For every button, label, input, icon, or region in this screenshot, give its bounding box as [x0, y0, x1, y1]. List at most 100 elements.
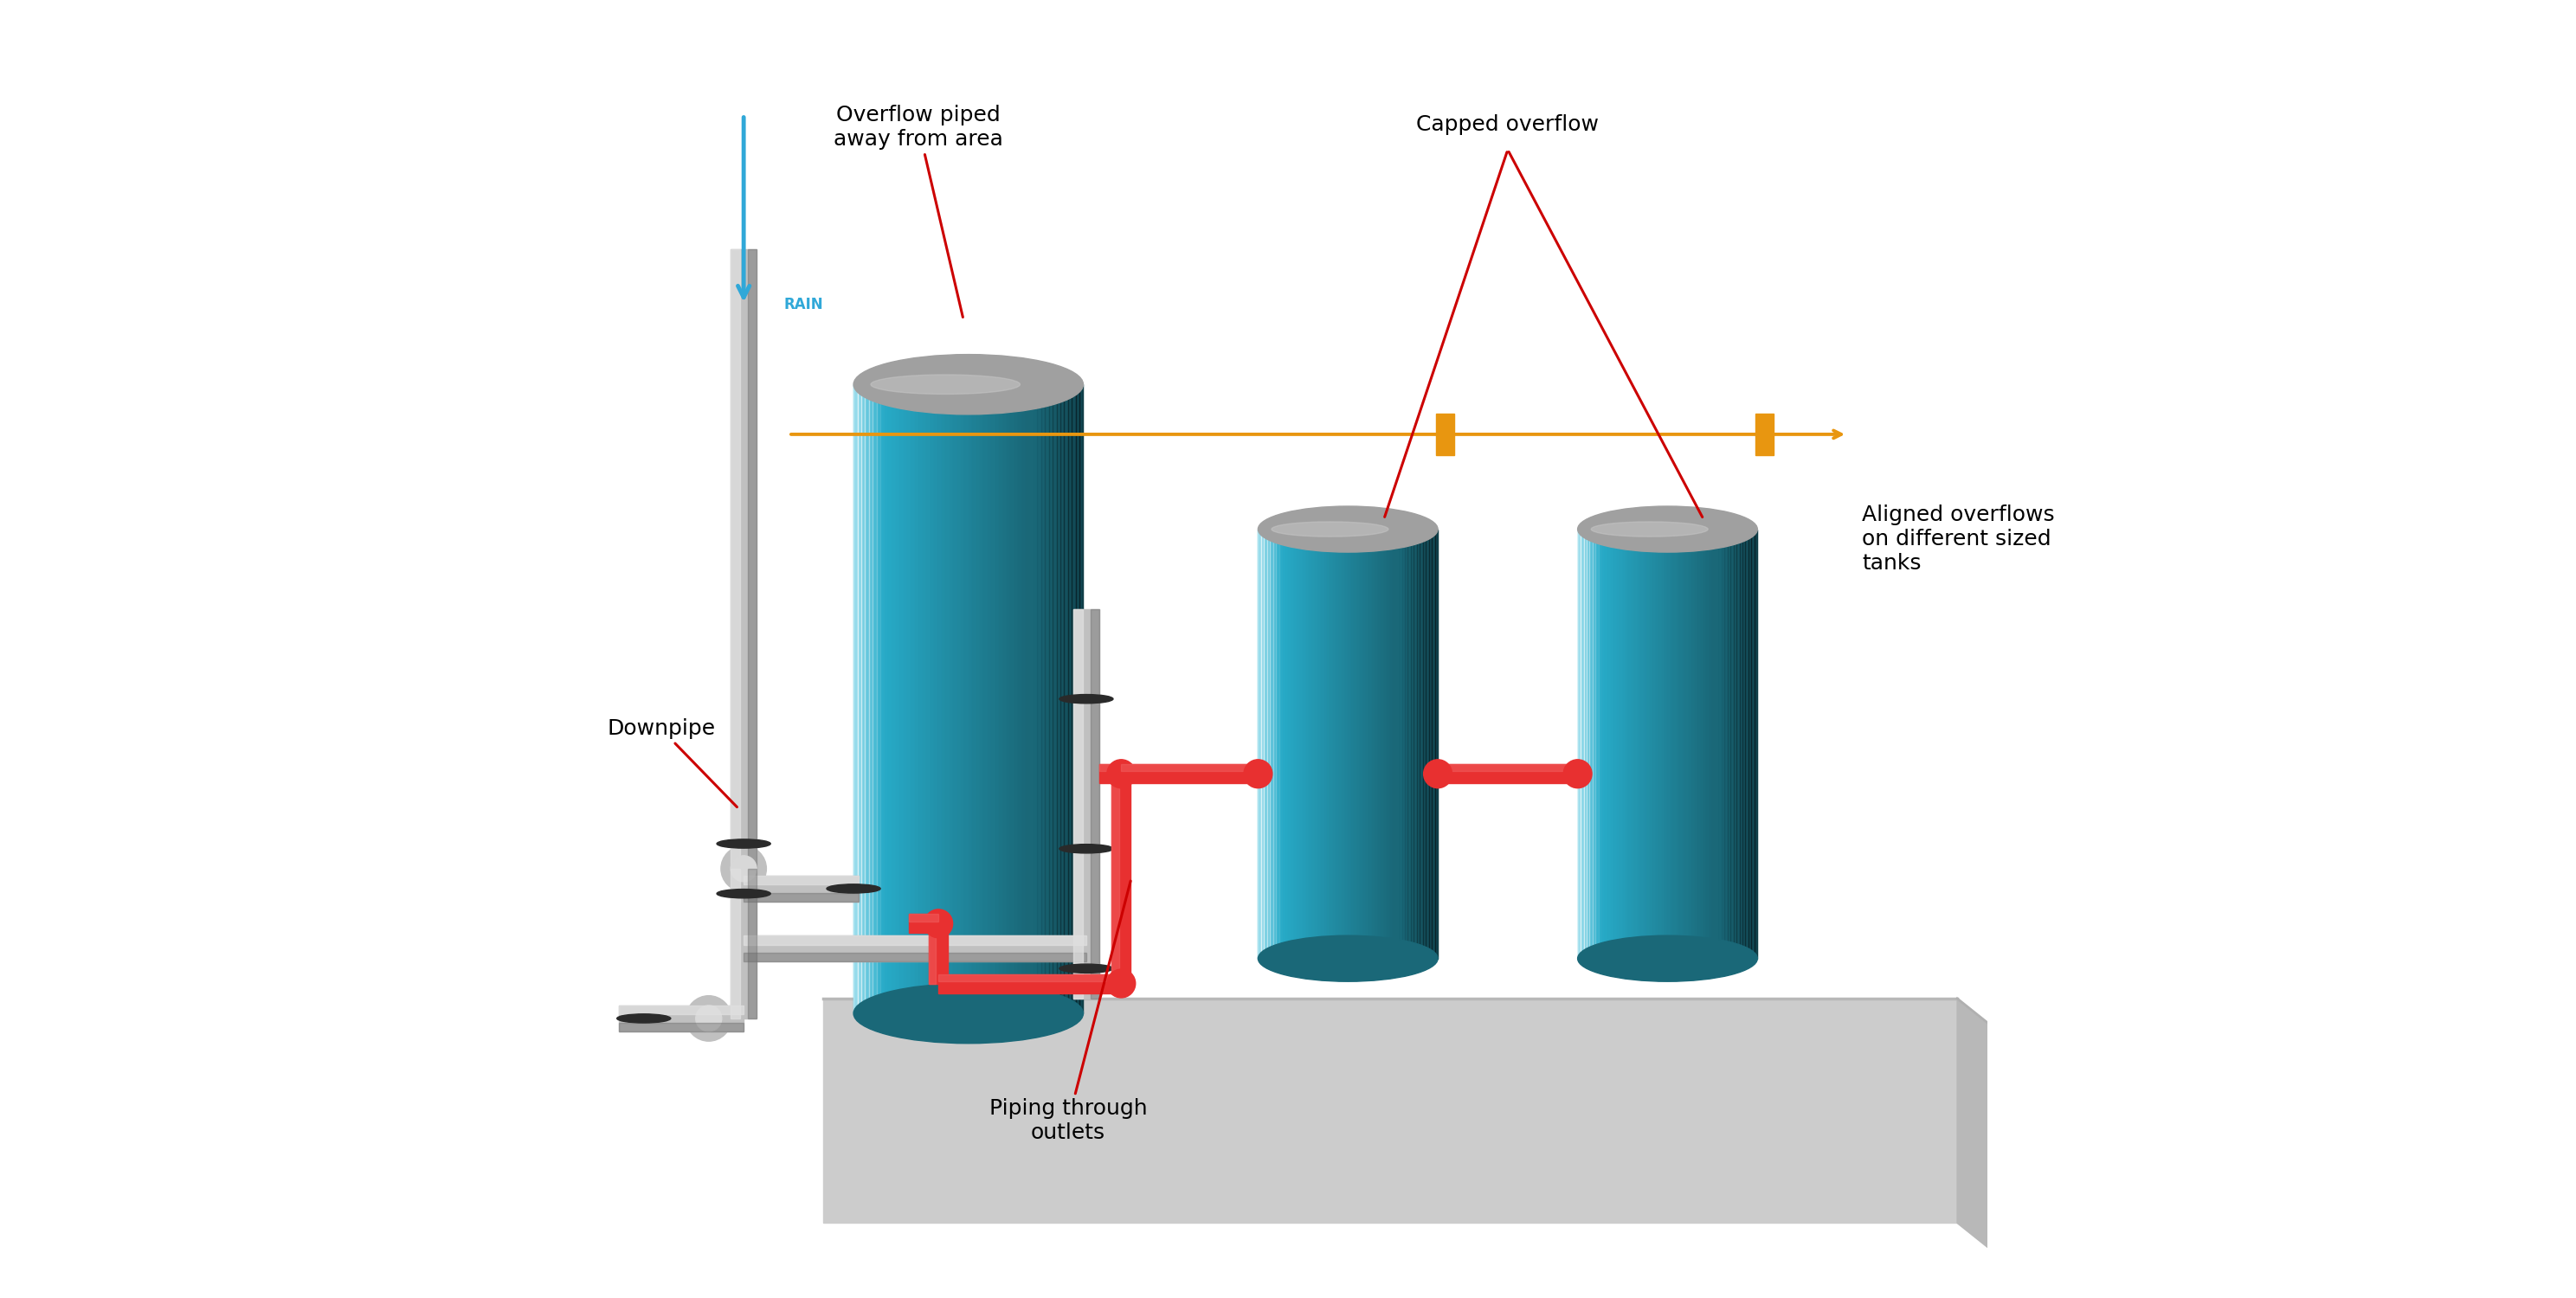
Polygon shape	[1674, 530, 1677, 958]
Ellipse shape	[1577, 936, 1757, 981]
Polygon shape	[1620, 530, 1623, 958]
Polygon shape	[1319, 530, 1321, 958]
Polygon shape	[1747, 530, 1749, 958]
Polygon shape	[860, 384, 866, 1014]
Polygon shape	[1628, 530, 1631, 958]
Polygon shape	[1736, 530, 1739, 958]
Polygon shape	[858, 384, 860, 1014]
Polygon shape	[1074, 609, 1100, 998]
Polygon shape	[1654, 530, 1656, 958]
Polygon shape	[1610, 530, 1613, 958]
Polygon shape	[1296, 530, 1301, 958]
Polygon shape	[1273, 530, 1275, 958]
Ellipse shape	[696, 1006, 721, 1032]
Ellipse shape	[1564, 759, 1592, 788]
Polygon shape	[914, 384, 920, 1014]
Polygon shape	[994, 384, 999, 1014]
Polygon shape	[1061, 384, 1064, 1014]
Polygon shape	[1033, 384, 1038, 1014]
Polygon shape	[1381, 530, 1383, 958]
Polygon shape	[618, 1023, 744, 1032]
Polygon shape	[1422, 530, 1427, 958]
Polygon shape	[1396, 530, 1399, 958]
Polygon shape	[920, 384, 922, 1014]
Polygon shape	[979, 384, 984, 1014]
Polygon shape	[953, 384, 956, 1014]
Polygon shape	[1692, 530, 1695, 958]
Polygon shape	[1018, 384, 1023, 1014]
Polygon shape	[1404, 530, 1409, 958]
Polygon shape	[992, 384, 994, 1014]
Polygon shape	[1698, 530, 1700, 958]
Polygon shape	[1347, 530, 1350, 958]
Polygon shape	[1275, 530, 1280, 958]
Polygon shape	[1584, 530, 1587, 958]
Polygon shape	[1404, 530, 1409, 958]
Polygon shape	[1069, 384, 1072, 1014]
Polygon shape	[1587, 530, 1589, 958]
Polygon shape	[948, 384, 953, 1014]
Polygon shape	[984, 384, 987, 1014]
Polygon shape	[1077, 384, 1079, 1014]
Ellipse shape	[685, 996, 732, 1041]
Polygon shape	[1656, 530, 1659, 958]
Polygon shape	[1669, 530, 1674, 958]
Ellipse shape	[1059, 964, 1113, 974]
Polygon shape	[889, 384, 891, 1014]
Polygon shape	[1582, 530, 1584, 958]
Polygon shape	[1378, 530, 1381, 958]
Polygon shape	[938, 384, 943, 1014]
Polygon shape	[1417, 530, 1419, 958]
Polygon shape	[853, 384, 858, 1014]
Polygon shape	[744, 953, 1087, 962]
Polygon shape	[1303, 530, 1306, 958]
Polygon shape	[1401, 530, 1404, 958]
Polygon shape	[976, 384, 979, 1014]
Ellipse shape	[1244, 759, 1273, 788]
Polygon shape	[1584, 530, 1587, 958]
Polygon shape	[922, 384, 927, 1014]
Polygon shape	[1054, 384, 1056, 1014]
Polygon shape	[1705, 530, 1710, 958]
Bar	[1435, 413, 1453, 456]
Polygon shape	[1721, 530, 1723, 958]
Polygon shape	[618, 1006, 744, 1032]
Polygon shape	[1340, 530, 1342, 958]
Polygon shape	[896, 384, 899, 1014]
Polygon shape	[999, 384, 1002, 1014]
Polygon shape	[1046, 384, 1048, 1014]
Polygon shape	[1739, 530, 1741, 958]
Polygon shape	[1038, 384, 1041, 1014]
Polygon shape	[1741, 530, 1747, 958]
Polygon shape	[1394, 530, 1396, 958]
Ellipse shape	[716, 840, 770, 848]
Polygon shape	[1435, 530, 1437, 958]
Polygon shape	[1741, 530, 1747, 958]
Ellipse shape	[616, 1014, 670, 1023]
Polygon shape	[930, 384, 935, 1014]
Polygon shape	[1432, 530, 1435, 958]
Ellipse shape	[1592, 522, 1708, 536]
Ellipse shape	[1425, 759, 1453, 788]
Polygon shape	[1267, 530, 1270, 958]
Polygon shape	[1077, 384, 1079, 1014]
Polygon shape	[1360, 530, 1363, 958]
Polygon shape	[1577, 530, 1582, 958]
Polygon shape	[1582, 530, 1584, 958]
Polygon shape	[744, 876, 858, 885]
Ellipse shape	[1108, 759, 1136, 788]
Polygon shape	[904, 384, 907, 1014]
Polygon shape	[1662, 530, 1664, 958]
Polygon shape	[1440, 765, 1577, 783]
Polygon shape	[1069, 384, 1072, 1014]
Ellipse shape	[1059, 844, 1113, 853]
Polygon shape	[1958, 998, 2007, 1263]
Polygon shape	[873, 384, 876, 1014]
Polygon shape	[909, 914, 938, 922]
Polygon shape	[1734, 530, 1736, 958]
Polygon shape	[1337, 530, 1340, 958]
Polygon shape	[1739, 530, 1741, 958]
Text: Piping through
outlets: Piping through outlets	[989, 881, 1146, 1144]
Polygon shape	[1355, 530, 1358, 958]
Polygon shape	[927, 384, 930, 1014]
